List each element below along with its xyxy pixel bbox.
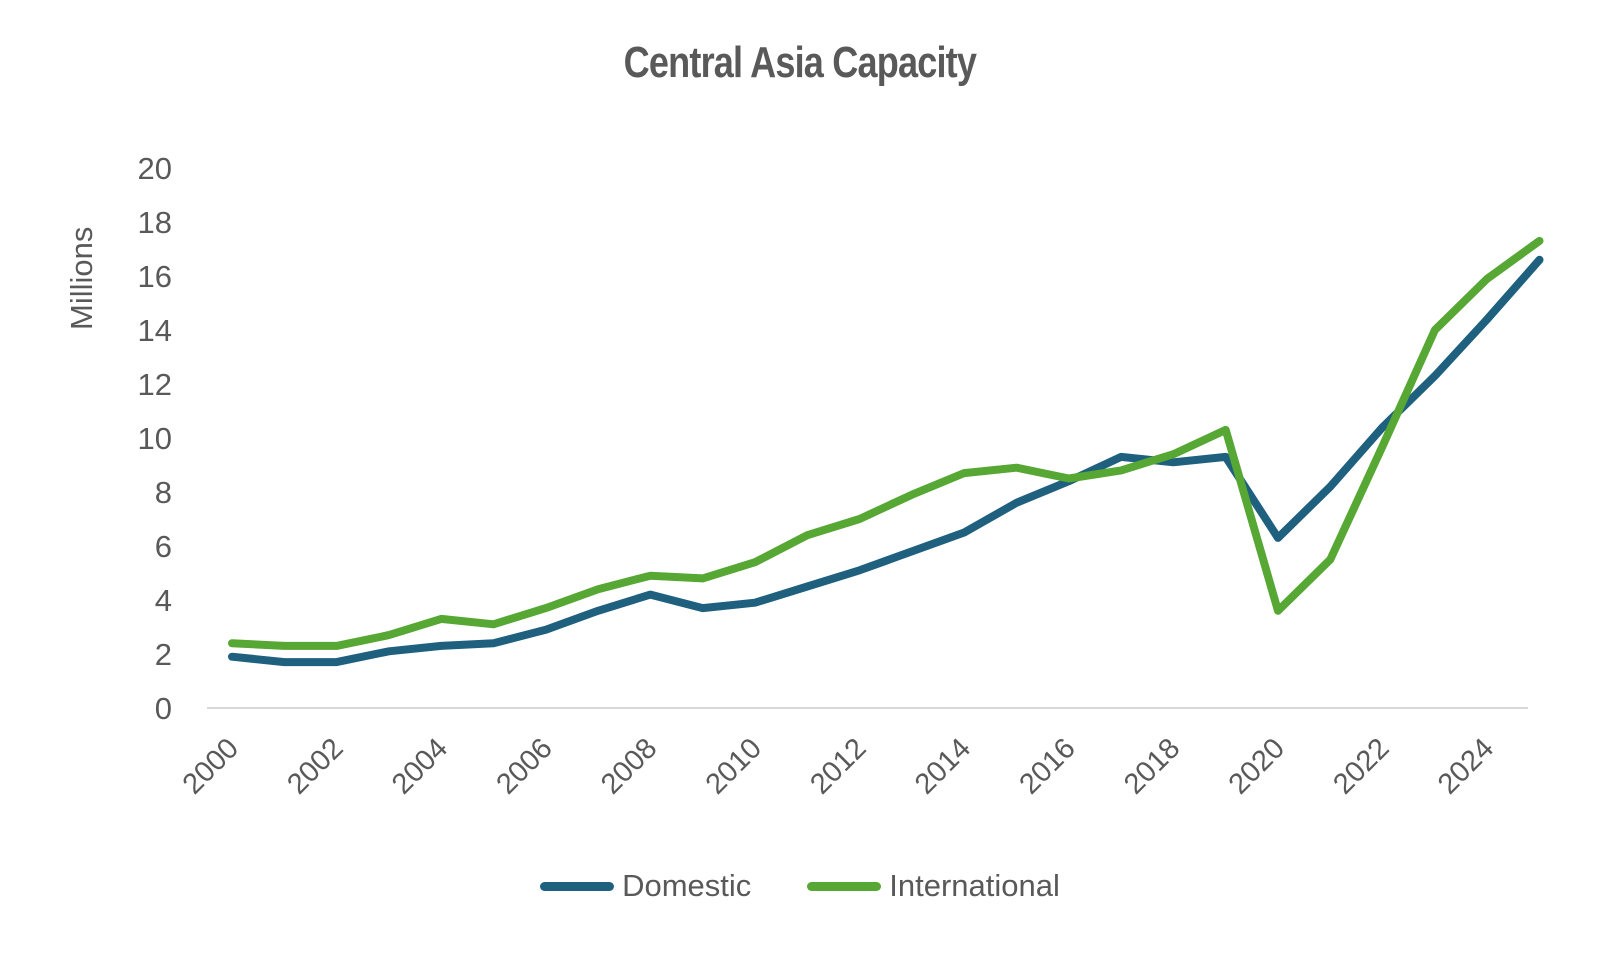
- x-tick-label: 2014: [909, 732, 977, 800]
- legend-item-domestic: Domestic: [540, 868, 751, 904]
- y-tick-label: 18: [138, 205, 172, 240]
- x-tick-label: 2020: [1223, 732, 1291, 800]
- x-tick-label: 2004: [386, 732, 454, 800]
- y-tick-label: 12: [138, 367, 172, 402]
- international-line-swatch: [807, 881, 882, 891]
- y-tick-label: 6: [155, 529, 172, 564]
- y-tick-label: 16: [138, 259, 172, 294]
- x-tick-label: 2006: [491, 732, 559, 800]
- x-tick-label: 2022: [1327, 732, 1395, 800]
- x-tick-label: 2012: [804, 732, 872, 800]
- y-tick-label: 2: [155, 637, 172, 672]
- y-tick-label: 20: [138, 151, 172, 186]
- chart-title: Central Asia Capacity: [623, 38, 977, 87]
- y-tick-label: 0: [155, 691, 172, 726]
- domestic-line-series: [228, 255, 1544, 667]
- y-tick-label: 8: [155, 475, 172, 510]
- x-tick-label: 2000: [177, 732, 245, 800]
- y-tick-label: 10: [138, 421, 172, 456]
- legend-item-international: International: [807, 868, 1060, 904]
- x-tick-label: 2010: [700, 732, 768, 800]
- legend-label-international: International: [889, 868, 1060, 903]
- x-tick-label: 2018: [1118, 732, 1186, 800]
- domestic-line-swatch: [540, 881, 615, 891]
- x-tick-label: 2008: [595, 732, 663, 800]
- legend-label-domestic: Domestic: [622, 868, 752, 903]
- y-tick-label: 4: [155, 583, 172, 618]
- y-tick-label: 14: [138, 313, 172, 348]
- x-tick-label: 2016: [1014, 732, 1082, 800]
- legend: Domestic International: [0, 868, 1600, 904]
- x-tick-label: 2002: [281, 732, 349, 800]
- x-tick-label: 2024: [1432, 732, 1500, 800]
- international-line-series: [228, 236, 1544, 650]
